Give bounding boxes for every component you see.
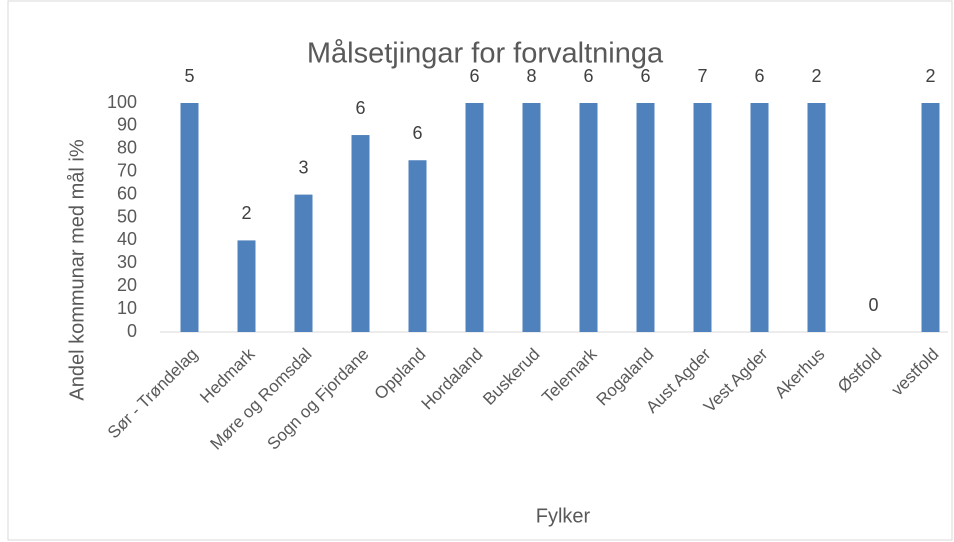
- data-label: 2: [811, 66, 821, 86]
- data-label: 8: [526, 66, 536, 86]
- bar: [294, 194, 313, 332]
- bar: [465, 103, 484, 332]
- y-tick-label: 90: [117, 115, 137, 135]
- bar: [351, 135, 370, 332]
- data-label: 6: [355, 98, 365, 118]
- data-label: 5: [184, 66, 194, 86]
- bar: [522, 103, 541, 332]
- y-tick-label: 10: [117, 298, 137, 318]
- data-label: 2: [925, 66, 935, 86]
- bar: [750, 103, 769, 332]
- bar: [636, 103, 655, 332]
- data-label: 2: [241, 203, 251, 223]
- y-tick-label: 40: [117, 229, 137, 249]
- data-label: 7: [697, 66, 707, 86]
- data-label: 6: [640, 66, 650, 86]
- data-label: 6: [583, 66, 593, 86]
- y-tick-label: 20: [117, 275, 137, 295]
- bar: [180, 103, 199, 332]
- chart-title: Målsetjingar for forvaltninga: [307, 38, 664, 70]
- y-tick-label: 60: [117, 183, 137, 203]
- data-label: 3: [298, 157, 308, 177]
- bar: [693, 103, 712, 332]
- y-axis-label: Andel kommunar med mål i%: [66, 139, 88, 400]
- y-tick-label: 80: [117, 138, 137, 158]
- bar: [408, 160, 427, 332]
- data-label: 0: [868, 295, 878, 315]
- y-tick-label: 0: [127, 321, 137, 341]
- bar: [237, 240, 256, 332]
- bar: [579, 103, 598, 332]
- data-label: 6: [469, 66, 479, 86]
- bar: [807, 103, 826, 332]
- y-tick-label: 50: [117, 206, 137, 226]
- data-label: 6: [412, 123, 422, 143]
- y-tick-label: 100: [107, 92, 137, 112]
- data-label: 6: [754, 66, 764, 86]
- bar: [921, 103, 940, 332]
- x-axis-label: Fylker: [536, 505, 591, 527]
- y-tick-label: 30: [117, 252, 137, 272]
- y-tick-label: 70: [117, 160, 137, 180]
